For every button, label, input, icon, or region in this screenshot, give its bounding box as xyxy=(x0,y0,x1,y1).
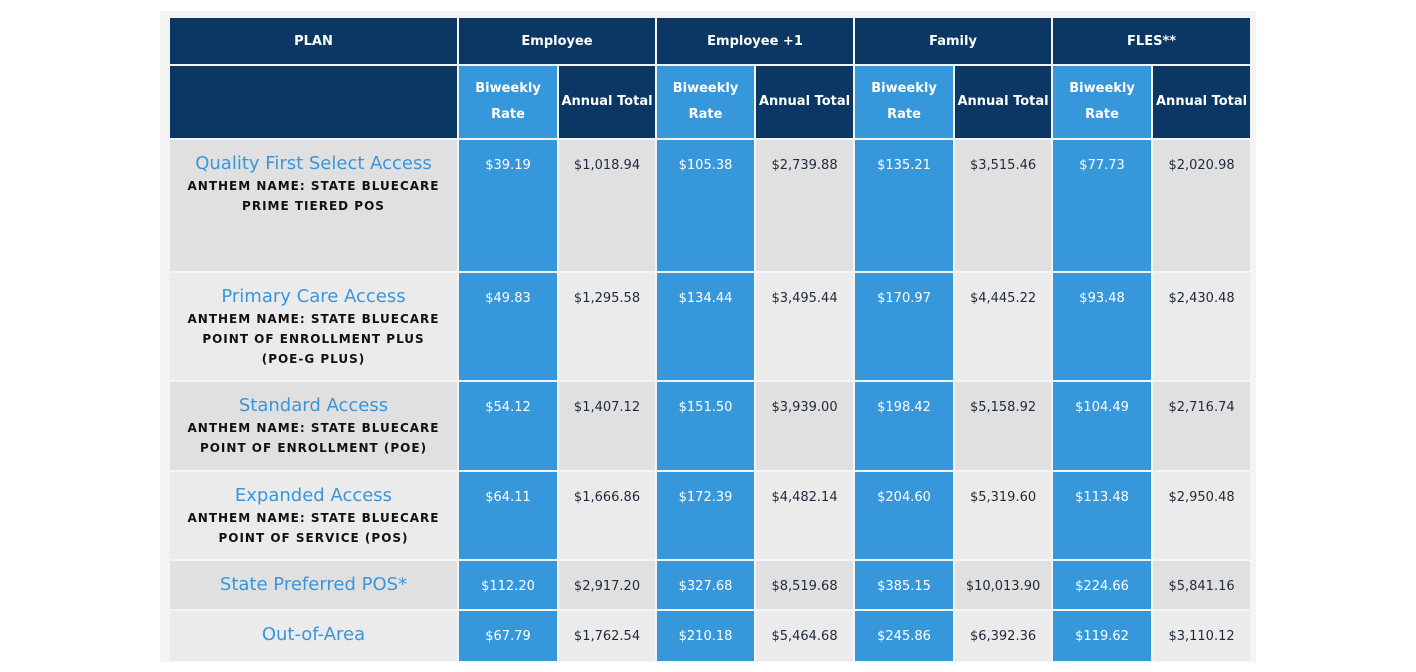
plan-cell: Out-of-Area xyxy=(170,611,457,661)
plan-name: Expanded Access xyxy=(234,485,393,506)
biweekly-rate-cell: $104.49 xyxy=(1053,382,1152,470)
annual-total-cell: $5,158.92 xyxy=(955,382,1052,470)
group-header-fles: FLES** xyxy=(1053,18,1251,64)
table-row: Expanded Access ANTHEM NAME: STATE BLUECA… xyxy=(170,472,1251,559)
group-header-employee: Employee xyxy=(459,18,656,64)
biweekly-rate-cell: $151.50 xyxy=(657,382,755,470)
anthem-name: ANTHEM NAME: STATE BLUECARE POINT OF ENR… xyxy=(187,312,440,366)
table-row: Standard Access ANTHEM NAME: STATE BLUECA… xyxy=(170,382,1251,470)
plan-cell: Standard Access ANTHEM NAME: STATE BLUECA… xyxy=(170,382,457,470)
biweekly-rate-cell: $119.62 xyxy=(1053,611,1152,661)
plan-cell: Primary Care Access ANTHEM NAME: STATE BL… xyxy=(170,273,457,380)
annual-total-cell: $1,762.54 xyxy=(559,611,656,661)
biweekly-rate-header: Biweekly Rate xyxy=(657,66,755,138)
annual-total-cell: $1,295.58 xyxy=(559,273,656,380)
annual-total-cell: $3,515.46 xyxy=(955,140,1052,271)
biweekly-rate-header: Biweekly Rate xyxy=(459,66,557,138)
annual-total-cell: $2,020.98 xyxy=(1153,140,1251,271)
premium-rates-table: PLAN Employee Employee +1 Family FLES** … xyxy=(168,16,1252,663)
biweekly-rate-cell: $112.20 xyxy=(459,561,557,609)
biweekly-rate-cell: $172.39 xyxy=(657,472,755,559)
annual-total-header: Annual Total xyxy=(1153,66,1251,138)
annual-total-cell: $10,013.90 xyxy=(955,561,1052,609)
annual-total-cell: $5,464.68 xyxy=(756,611,854,661)
biweekly-rate-cell: $49.83 xyxy=(459,273,557,380)
biweekly-rate-cell: $67.79 xyxy=(459,611,557,661)
annual-total-cell: $6,392.36 xyxy=(955,611,1052,661)
table-row: Quality First Select Access ANTHEM NAME: … xyxy=(170,140,1251,271)
table-row: Out-of-Area $67.79 $1,762.54 $210.18 $5,464.… xyxy=(170,611,1251,661)
annual-total-cell: $1,018.94 xyxy=(559,140,656,271)
biweekly-rate-cell: $204.60 xyxy=(855,472,954,559)
table-row: State Preferred POS* $112.20 $2,917.20 $327… xyxy=(170,561,1251,609)
biweekly-rate-cell: $245.86 xyxy=(855,611,954,661)
biweekly-rate-cell: $105.38 xyxy=(657,140,755,271)
biweekly-rate-cell: $113.48 xyxy=(1053,472,1152,559)
anthem-name: ANTHEM NAME: STATE BLUECARE PRIME TIERED… xyxy=(187,179,440,213)
annual-total-cell: $4,445.22 xyxy=(955,273,1052,380)
plan-name: Quality First Select Access xyxy=(195,153,432,174)
biweekly-rate-header: Biweekly Rate xyxy=(1053,66,1152,138)
plan-cell: Expanded Access ANTHEM NAME: STATE BLUECA… xyxy=(170,472,457,559)
plan-name: Out-of-Area xyxy=(261,624,366,645)
group-header-employee-plus-one: Employee +1 xyxy=(657,18,854,64)
biweekly-rate-header: Biweekly Rate xyxy=(855,66,954,138)
annual-total-cell: $8,519.68 xyxy=(756,561,854,609)
annual-total-cell: $1,407.12 xyxy=(559,382,656,470)
biweekly-rate-cell: $170.97 xyxy=(855,273,954,380)
annual-total-cell: $2,739.88 xyxy=(756,140,854,271)
annual-total-header: Annual Total xyxy=(756,66,854,138)
anthem-name: ANTHEM NAME: STATE BLUECARE POINT OF SER… xyxy=(187,511,440,545)
plan-cell: State Preferred POS* xyxy=(170,561,457,609)
plan-subheader-blank xyxy=(170,66,457,138)
group-header-family: Family xyxy=(855,18,1052,64)
annual-total-cell: $2,430.48 xyxy=(1153,273,1251,380)
biweekly-rate-cell: $327.68 xyxy=(657,561,755,609)
annual-total-header: Annual Total xyxy=(559,66,656,138)
header-row-groups: PLAN Employee Employee +1 Family FLES** xyxy=(170,18,1251,64)
annual-total-cell: $5,841.16 xyxy=(1153,561,1251,609)
annual-total-cell: $2,716.74 xyxy=(1153,382,1251,470)
annual-total-cell: $1,666.86 xyxy=(559,472,656,559)
biweekly-rate-cell: $93.48 xyxy=(1053,273,1152,380)
biweekly-rate-cell: $385.15 xyxy=(855,561,954,609)
plan-cell: Quality First Select Access ANTHEM NAME: … xyxy=(170,140,457,271)
annual-total-header: Annual Total xyxy=(955,66,1052,138)
annual-total-cell: $2,950.48 xyxy=(1153,472,1251,559)
biweekly-rate-cell: $54.12 xyxy=(459,382,557,470)
annual-total-cell: $2,917.20 xyxy=(559,561,656,609)
annual-total-cell: $4,482.14 xyxy=(756,472,854,559)
rates-table-container: PLAN Employee Employee +1 Family FLES** … xyxy=(160,11,1256,662)
biweekly-rate-cell: $198.42 xyxy=(855,382,954,470)
table-row: Primary Care Access ANTHEM NAME: STATE BL… xyxy=(170,273,1251,380)
biweekly-rate-cell: $39.19 xyxy=(459,140,557,271)
biweekly-rate-cell: $224.66 xyxy=(1053,561,1152,609)
biweekly-rate-cell: $210.18 xyxy=(657,611,755,661)
annual-total-cell: $3,110.12 xyxy=(1153,611,1251,661)
plan-name: State Preferred POS* xyxy=(219,574,408,595)
biweekly-rate-cell: $134.44 xyxy=(657,273,755,380)
header-row-subcolumns: Biweekly Rate Annual Total Biweekly Rate An… xyxy=(170,66,1251,138)
annual-total-cell: $3,939.00 xyxy=(756,382,854,470)
anthem-name: ANTHEM NAME: STATE BLUECARE POINT OF ENR… xyxy=(187,421,440,455)
annual-total-cell: $3,495.44 xyxy=(756,273,854,380)
annual-total-cell: $5,319.60 xyxy=(955,472,1052,559)
plan-name: Primary Care Access xyxy=(221,286,406,307)
biweekly-rate-cell: $135.21 xyxy=(855,140,954,271)
biweekly-rate-cell: $77.73 xyxy=(1053,140,1152,271)
biweekly-rate-cell: $64.11 xyxy=(459,472,557,559)
plan-header: PLAN xyxy=(170,18,457,64)
plan-name: Standard Access xyxy=(238,395,389,416)
